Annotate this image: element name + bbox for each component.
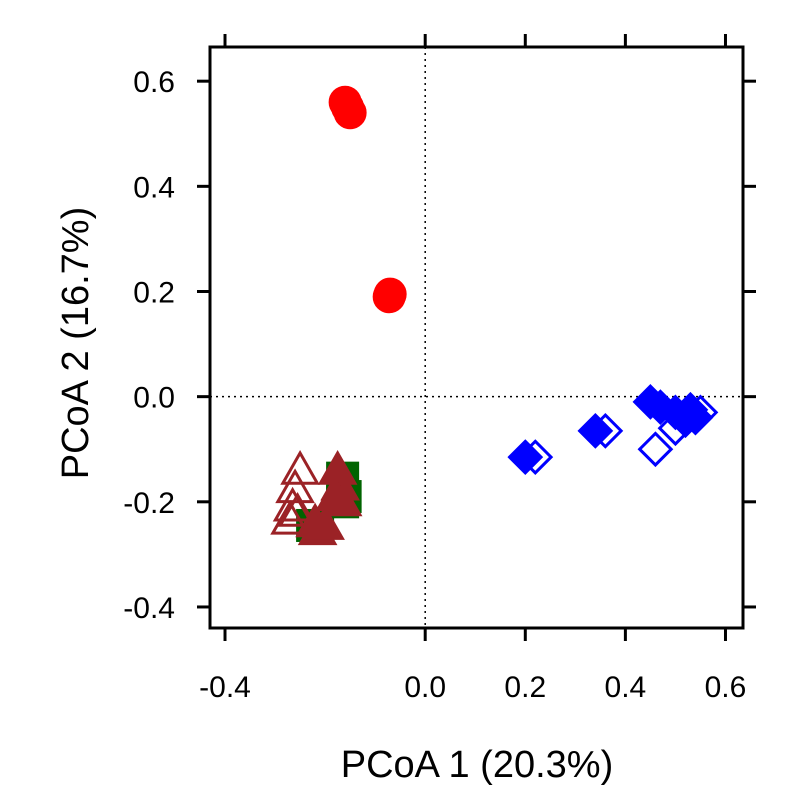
- data-point-triangle-2-2: [272, 486, 313, 522]
- y-tick-label: 0.6: [133, 66, 175, 99]
- data-point-diamond-5-1: [577, 412, 614, 449]
- x-tick-label: 0.4: [605, 671, 647, 704]
- x-tick-label: 0.6: [705, 671, 747, 704]
- y-tick-label: 0.0: [133, 382, 175, 415]
- plot-frame: [208, 45, 745, 630]
- data-point-triangle-3-3: [322, 481, 363, 517]
- x-axis-title: PCoA 1 (20.3%): [341, 744, 613, 786]
- data-point-triangle-2-3: [270, 499, 310, 535]
- data-point-triangle-2-4: [277, 492, 318, 527]
- data-points: [270, 85, 719, 546]
- x-tick-label: -0.4: [199, 671, 251, 704]
- data-point-triangle-2-0: [280, 449, 320, 485]
- y-tick-label: -0.2: [123, 487, 175, 520]
- data-point-diamond-4-2: [637, 431, 674, 468]
- x-tick-label: 0.2: [504, 671, 546, 704]
- data-point-diamond-5-0: [507, 439, 544, 475]
- x-tick-label: 0.0: [404, 671, 446, 704]
- data-point-diamond-5-7: [677, 399, 714, 436]
- y-tick-label: -0.4: [123, 592, 175, 625]
- data-point-circle-0-4: [372, 280, 406, 314]
- axes: -0.4 0.0 0.2 0.4 0.6 -0.4 -0.2 0.0 0.2 0.4 0.6: [123, 34, 756, 704]
- data-point-circle-0-2: [333, 96, 367, 130]
- y-tick-label: 0.4: [133, 171, 175, 204]
- y-axis-title: PCoA 2 (16.7%): [55, 207, 97, 479]
- y-tick-label: 0.2: [133, 276, 175, 309]
- data-point-triangle-3-6: [305, 505, 345, 540]
